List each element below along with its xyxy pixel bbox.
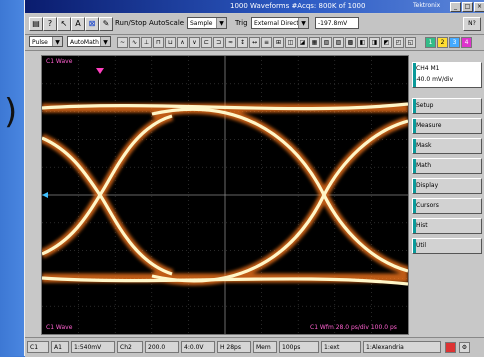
status-item[interactable]: 4:0.0V <box>181 341 215 353</box>
record-icon[interactable] <box>445 342 456 353</box>
run-stop-button[interactable]: Run/Stop <box>115 19 147 27</box>
status-item[interactable]: 200.0 <box>145 341 179 353</box>
mode-select[interactable]: Pulse ▼ <box>29 36 63 47</box>
panel-item[interactable]: Util <box>412 238 482 254</box>
main-toolbar: ▤ ? ↖ A ⊠ ✎ Run/Stop AutoScale Sample ▼ T… <box>25 14 484 35</box>
tool-icon[interactable]: ⊔ <box>165 37 176 48</box>
tool-icon[interactable]: ◰ <box>393 37 404 48</box>
brand-logo: Tektronix <box>413 2 441 9</box>
help-button[interactable]: N? <box>463 17 481 31</box>
tool-icon[interactable]: ◨ <box>369 37 380 48</box>
tool-icon[interactable]: ▩ <box>345 37 356 48</box>
tool-icon[interactable]: ↕ <box>237 37 248 48</box>
level-marker-icon <box>42 192 48 198</box>
trig-level-field[interactable]: -197.8mV <box>315 17 359 29</box>
arrow-icon[interactable]: ↖ <box>57 17 71 31</box>
waveform-display[interactable]: C1 Wave C1 Wave C1 Wfm 28.0 ps/div 100.0… <box>41 55 409 335</box>
panel-item[interactable]: Display <box>412 178 482 194</box>
eye-diagram <box>42 56 408 334</box>
tool-icon[interactable]: ≡ <box>261 37 272 48</box>
status-item[interactable]: 1:540mV <box>71 341 115 353</box>
title-bar: 1000 Waveforms #Acqs: 800K of 1000 Tektr… <box>25 0 484 13</box>
chevron-down-icon: ▼ <box>100 37 110 46</box>
screen-top-label: C1 Wave <box>46 58 73 65</box>
tool-icon[interactable]: ◧ <box>357 37 368 48</box>
tool-icon[interactable]: ▨ <box>333 37 344 48</box>
channel-readout[interactable]: CH4 M1 540.0 mV/div <box>412 62 482 88</box>
tool-icon[interactable]: ⊞ <box>273 37 284 48</box>
tool-icon[interactable]: ⊐ <box>213 37 224 48</box>
tool-icon[interactable]: ◩ <box>381 37 392 48</box>
tool-icon[interactable]: ∨ <box>189 37 200 48</box>
autoscale-button[interactable]: AutoScale <box>149 19 185 27</box>
settings-icon[interactable]: ⚙ <box>459 342 470 353</box>
tool-icon[interactable]: ≈ <box>225 37 236 48</box>
tool-icon[interactable]: ∿ <box>129 37 140 48</box>
status-item[interactable]: 1:Alexandria <box>363 341 441 353</box>
screen-bottom-right-label: C1 Wfm 28.0 ps/div 100.0 ps <box>310 324 397 331</box>
close-button[interactable]: × <box>474 2 484 12</box>
channel-icon[interactable]: 1 <box>425 37 436 48</box>
channel-color-bar <box>413 63 416 87</box>
panel-item[interactable]: Math <box>412 158 482 174</box>
chevron-down-icon: ▼ <box>298 18 308 28</box>
panel-item[interactable]: Setup <box>412 98 482 114</box>
status-item[interactable]: A1 <box>51 341 69 353</box>
status-item[interactable]: 1:ext <box>321 341 361 353</box>
chevron-down-icon: ▼ <box>216 18 226 28</box>
channel-label: CH4 <box>416 65 429 72</box>
minimize-button[interactable]: _ <box>450 2 461 12</box>
persist-select[interactable]: AutoMath ▼ <box>67 36 111 47</box>
panel-item[interactable]: Cursors <box>412 198 482 214</box>
status-item[interactable]: Ch2 <box>117 341 143 353</box>
channel-scale: 540.0 mV/div <box>413 76 454 83</box>
scope-window: 1000 Waveforms #Acqs: 800K of 1000 Tektr… <box>24 0 484 357</box>
chevron-down-icon: ▼ <box>52 37 62 46</box>
tool-icon[interactable]: ⊥ <box>141 37 152 48</box>
pen-icon[interactable]: ✎ <box>99 17 113 31</box>
tool-icon[interactable]: ↔ <box>249 37 260 48</box>
trig-label: Trig <box>235 19 248 27</box>
status-item[interactable]: 100ps <box>279 341 319 353</box>
paren-glyph: ) <box>4 92 18 132</box>
tool-icon[interactable]: ◱ <box>405 37 416 48</box>
screen-bottom-left-label: C1 Wave <box>46 324 73 331</box>
window-title: 1000 Waveforms #Acqs: 800K of 1000 <box>230 2 366 10</box>
maximize-button[interactable]: □ <box>462 2 473 12</box>
tool-icon[interactable]: ◫ <box>285 37 296 48</box>
secondary-toolbar: Pulse ▼ AutoMath ▼ ~ ∿ ⊥ ⊓ ⊔ ∧ ∨ ⊏ ⊐ ≈ ↕ ↔… <box>25 35 484 51</box>
panel-item[interactable]: Mask <box>412 138 482 154</box>
channel-value: M1 <box>430 65 440 72</box>
channel-icon[interactable]: 2 <box>437 37 448 48</box>
trig-source-select[interactable]: External Direct ▼ <box>251 17 309 29</box>
tool-icon[interactable]: ▧ <box>321 37 332 48</box>
tool-icon[interactable]: ⊓ <box>153 37 164 48</box>
acq-mode-select[interactable]: Sample ▼ <box>187 17 227 29</box>
status-item[interactable]: Mem <box>253 341 277 353</box>
trigger-marker-icon <box>96 68 104 74</box>
tool-icon[interactable]: ◪ <box>297 37 308 48</box>
save-icon[interactable]: ▤ <box>29 17 43 31</box>
channel-icon[interactable]: 3 <box>449 37 460 48</box>
panel-item[interactable]: Measure <box>412 118 482 134</box>
controls-panel: CH4 M1 540.0 mV/div Setup Measure Mask M… <box>409 52 484 336</box>
panel-item[interactable]: Hist <box>412 218 482 234</box>
trace-core <box>42 102 408 286</box>
background-band: ) <box>0 0 24 356</box>
help-icon[interactable]: ? <box>43 17 57 31</box>
status-item[interactable]: H 28ps <box>217 341 251 353</box>
status-bar: C1 A1 1:540mV Ch2 200.0 4:0.0V H 28ps Me… <box>25 337 484 357</box>
tool-icon[interactable]: ~ <box>117 37 128 48</box>
channel-icon[interactable]: 4 <box>461 37 472 48</box>
zoom-icon[interactable]: ⊠ <box>85 17 99 31</box>
tool-icon[interactable]: ▦ <box>309 37 320 48</box>
status-item[interactable]: C1 <box>27 341 49 353</box>
tool-icon[interactable]: ⊏ <box>201 37 212 48</box>
tool-icon[interactable]: ∧ <box>177 37 188 48</box>
measure-icon[interactable]: A <box>71 17 85 31</box>
